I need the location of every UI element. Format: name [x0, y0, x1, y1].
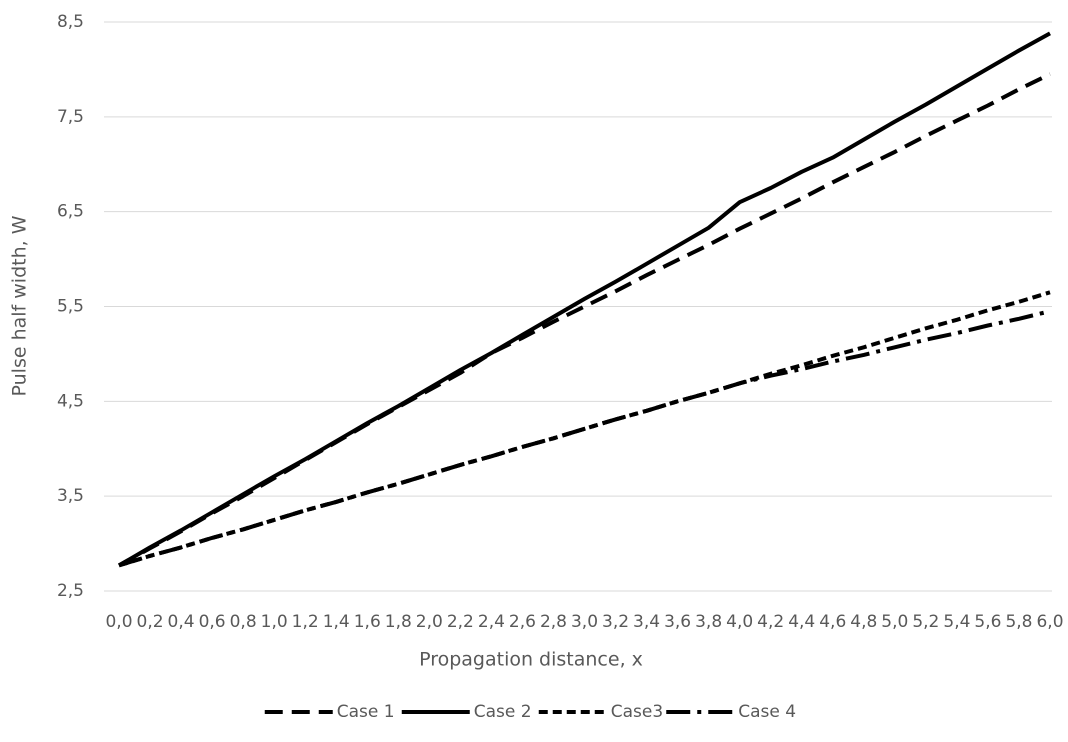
x-tick-label: 2,4	[478, 612, 505, 632]
x-tick-label: 5,8	[1005, 612, 1032, 632]
y-tick-label: 8,5	[57, 12, 84, 32]
x-tick-label: 3,8	[695, 612, 722, 632]
legend-label: Case3	[611, 702, 663, 722]
y-tick-label: 5,5	[57, 297, 84, 317]
x-tick-label: 2,6	[509, 612, 536, 632]
x-tick-label: 4,6	[819, 612, 846, 632]
x-tick-label: 1,0	[261, 612, 288, 632]
line-series	[118, 290, 1051, 568]
x-tick-label: 2,8	[540, 612, 567, 632]
x-tick-label: 5,6	[974, 612, 1001, 632]
legend-label: Case 1	[337, 702, 395, 722]
x-tick-label: 2,2	[447, 612, 474, 632]
x-tick-label: 1,2	[292, 612, 319, 632]
line-series	[118, 309, 1051, 568]
x-tick-label: 0,8	[230, 612, 257, 632]
line-series	[118, 72, 1051, 568]
x-tick-label: 4,2	[757, 612, 784, 632]
y-tick-label: 6,5	[57, 202, 84, 222]
x-axis-title: Propagation distance, x	[419, 649, 643, 671]
x-tick-label: 4,4	[788, 612, 815, 632]
x-tick-label: 3,2	[602, 612, 629, 632]
x-tick-label: 3,6	[664, 612, 691, 632]
x-tick-label: 0,2	[137, 612, 164, 632]
line-series	[117, 31, 1051, 568]
y-axis-title: Pulse half width, W	[9, 215, 31, 396]
x-tick-label: 5,0	[881, 612, 908, 632]
x-tick-label: 4,0	[726, 612, 753, 632]
y-tick-label: 2,5	[57, 581, 84, 601]
x-tick-label: 3,0	[571, 612, 598, 632]
x-tick-label: 0,6	[199, 612, 226, 632]
y-tick-label: 7,5	[57, 107, 84, 127]
y-tick-label: 4,5	[57, 391, 84, 411]
x-tick-label: 3,4	[633, 612, 660, 632]
x-tick-label: 5,2	[912, 612, 939, 632]
x-tick-label: 1,6	[354, 612, 381, 632]
legend-label: Case 4	[738, 702, 796, 722]
x-tick-label: 0,0	[105, 612, 132, 632]
x-tick-label: 1,4	[323, 612, 350, 632]
x-tick-label: 0,4	[168, 612, 195, 632]
x-tick-label: 4,8	[850, 612, 877, 632]
x-tick-label: 5,4	[943, 612, 970, 632]
y-tick-label: 3,5	[57, 486, 84, 506]
x-tick-label: 2,0	[416, 612, 443, 632]
legend-label: Case 2	[474, 702, 532, 722]
x-tick-label: 1,8	[385, 612, 412, 632]
x-tick-label: 6,0	[1036, 612, 1063, 632]
